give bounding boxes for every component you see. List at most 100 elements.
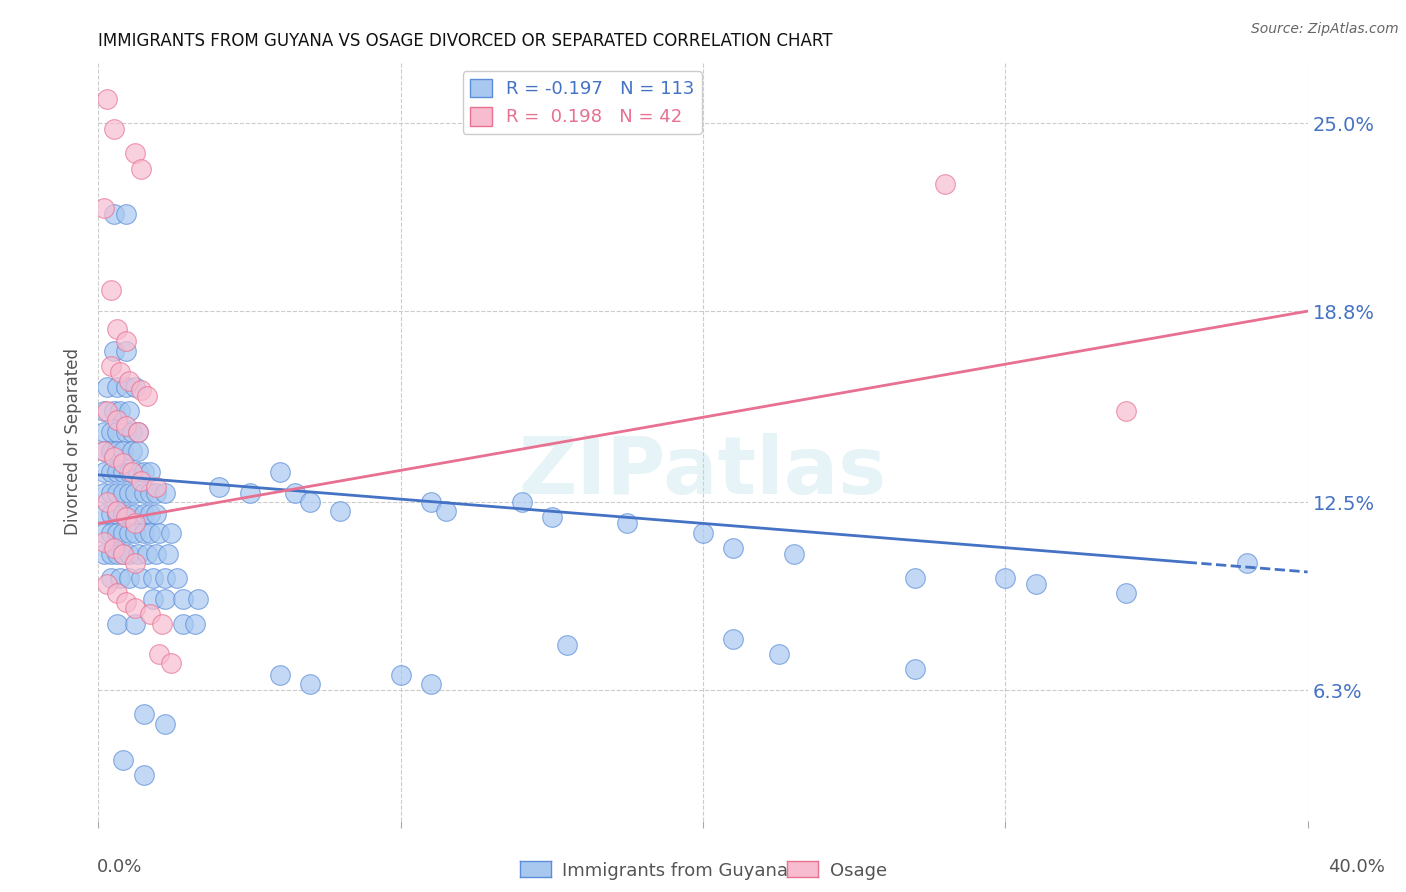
Point [100,465,122,479]
Point [96,92,118,106]
Point [93,508,115,522]
Point [129,474,152,488]
Point [105,443,128,458]
Point [103,122,125,136]
Point [389,668,412,682]
Point [1115,586,1137,600]
Point [172,592,194,607]
Point [172,616,194,631]
Point [934,177,956,191]
Point [96,577,118,591]
Point [96,404,118,418]
Point [93,443,115,458]
Point [139,525,162,540]
Point [127,425,149,440]
Point [121,425,143,440]
Point [114,510,136,524]
Point [105,486,128,500]
Point [239,486,262,500]
Point [114,419,136,434]
Point [129,383,152,397]
Point [93,201,115,215]
Point [156,547,179,561]
Point [124,508,146,522]
Point [124,486,146,500]
Point [108,365,131,379]
Text: Osage: Osage [830,862,887,880]
Point [105,425,128,440]
Point [118,404,141,418]
Point [284,486,307,500]
Point [420,495,443,509]
Point [103,541,125,555]
Point [121,465,143,479]
Point [723,541,745,555]
Point [132,525,155,540]
Point [994,571,1017,585]
Point [187,592,209,607]
Point [723,632,745,646]
Point [166,571,188,585]
Point [139,508,162,522]
Point [111,443,134,458]
Point [139,486,162,500]
Point [145,480,167,494]
Point [510,495,533,509]
Point [132,486,155,500]
Point [114,334,136,349]
Point [150,616,173,631]
Point [135,389,157,403]
Point [208,480,231,494]
Point [93,486,115,500]
Point [96,495,118,509]
Point [148,647,170,661]
Point [135,547,157,561]
Point [127,547,149,561]
Point [105,465,128,479]
Point [420,677,443,691]
Text: IMMIGRANTS FROM GUYANA VS OSAGE DIVORCED OR SEPARATED CORRELATION CHART: IMMIGRANTS FROM GUYANA VS OSAGE DIVORCED… [98,32,832,50]
Point [153,486,176,500]
Point [93,547,115,561]
Point [132,707,155,722]
Point [129,161,152,176]
Point [105,322,128,336]
Point [132,768,155,782]
Point [100,486,122,500]
Point [127,425,149,440]
Point [124,516,146,531]
Point [118,547,141,561]
Point [434,504,457,518]
Point [153,571,176,585]
Point [121,443,143,458]
Point [153,592,176,607]
Point [105,616,128,631]
Point [114,425,136,440]
Legend: R = -0.197   N = 113, R =  0.198   N = 42: R = -0.197 N = 113, R = 0.198 N = 42 [463,71,702,134]
Point [145,486,167,500]
Point [142,571,165,585]
Text: ZIPatlas: ZIPatlas [519,433,887,511]
Y-axis label: Divorced or Separated: Divorced or Separated [65,348,83,535]
Point [111,547,134,561]
Text: 40.0%: 40.0% [1329,858,1385,876]
Point [105,525,128,540]
Point [105,547,128,561]
Point [111,525,134,540]
Point [124,146,146,161]
Point [269,668,291,682]
Point [100,425,122,440]
Point [100,359,122,373]
Point [160,656,183,670]
Point [124,525,146,540]
Point [783,547,806,561]
Point [142,592,165,607]
Point [124,601,146,615]
Point [100,443,122,458]
Point [153,716,176,731]
Point [904,571,927,585]
Point [105,413,128,427]
Point [93,534,115,549]
Point [160,525,183,540]
Point [93,525,115,540]
